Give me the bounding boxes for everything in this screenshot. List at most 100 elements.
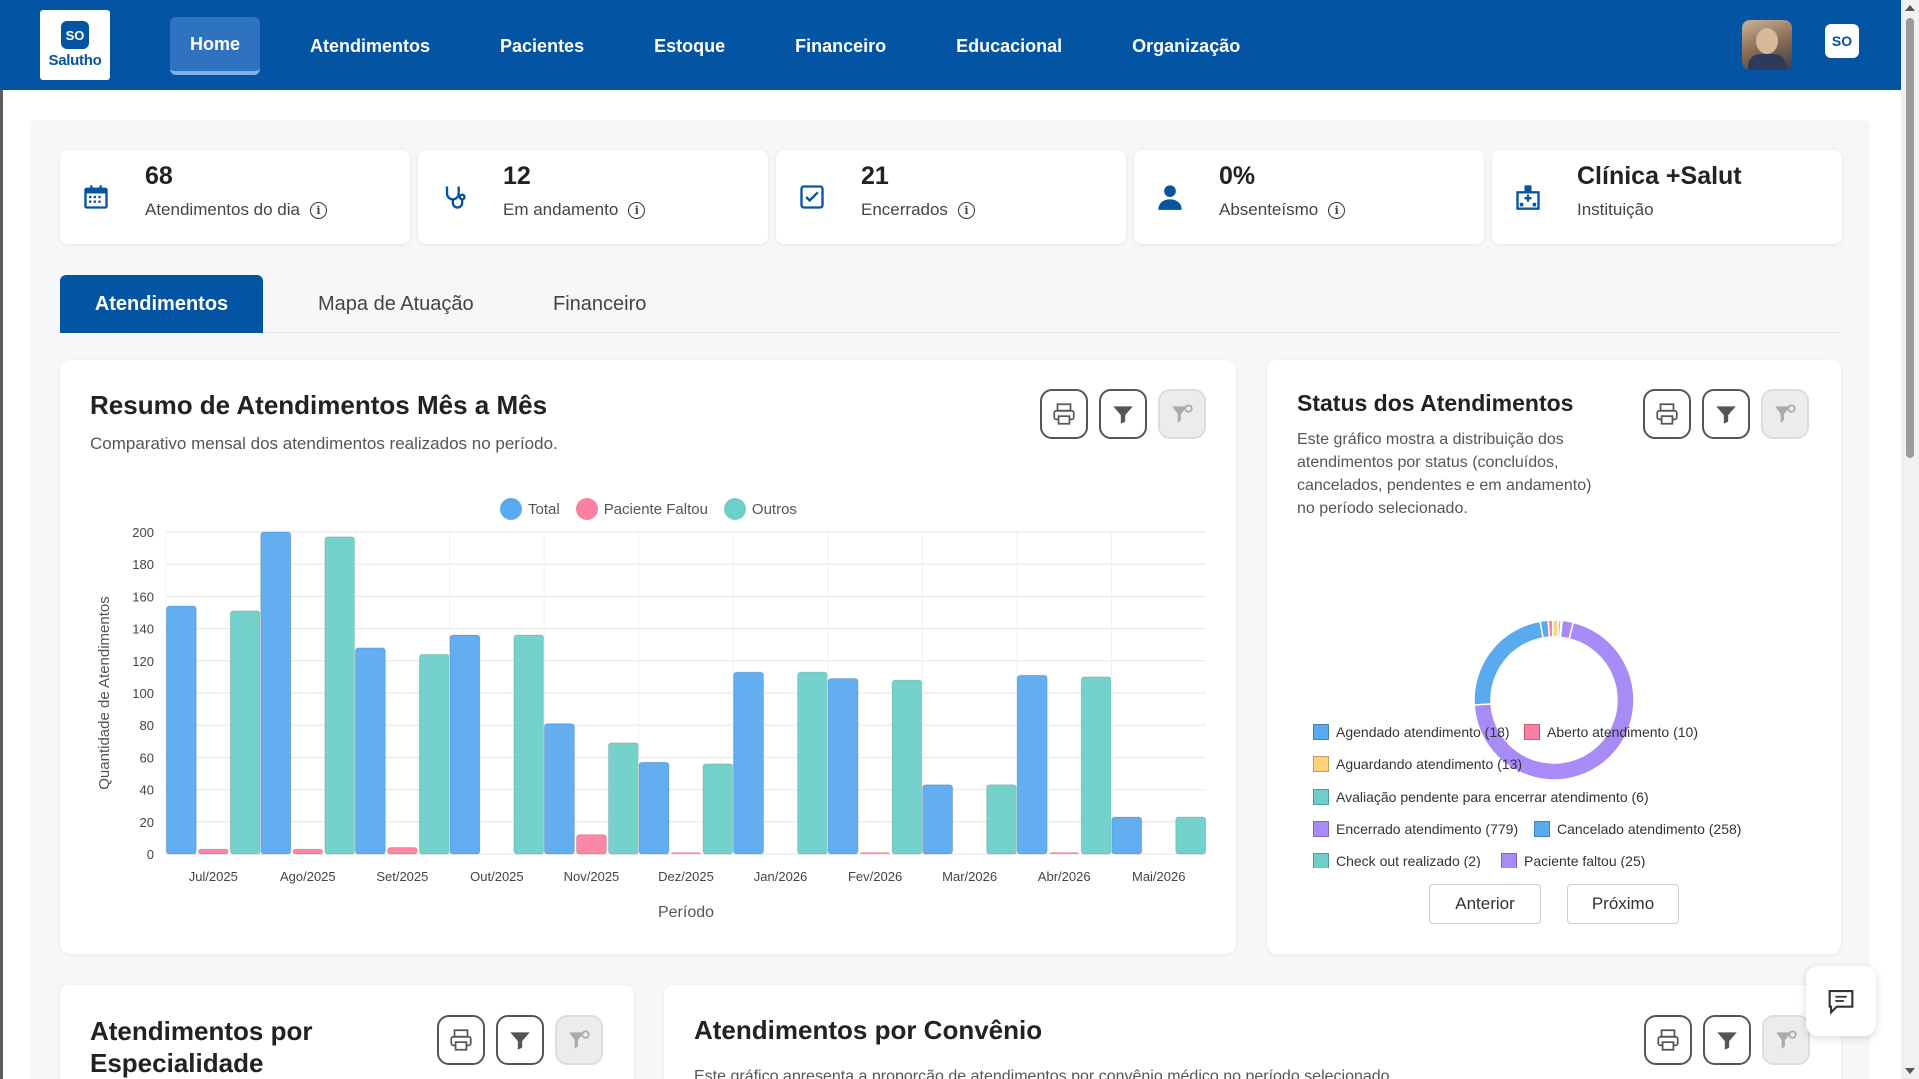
bar-outros[interactable] <box>419 654 450 854</box>
info-icon[interactable]: i <box>628 201 646 219</box>
status-donut-chart <box>1473 619 1635 781</box>
bar-paciente-faltou[interactable] <box>198 849 229 854</box>
bar-outros[interactable] <box>892 680 923 854</box>
bar-paciente-faltou[interactable] <box>860 852 891 854</box>
card-title-line2: Especialidade <box>90 1048 264 1078</box>
legend-item[interactable]: Cancelado atendimento (258) <box>1534 821 1741 837</box>
filter-button[interactable] <box>496 1015 544 1065</box>
y-tick-label: 40 <box>140 783 154 798</box>
bar-outros[interactable] <box>703 763 733 854</box>
bar-outros[interactable] <box>1081 676 1112 854</box>
nav-item-financeiro[interactable]: Financeiro <box>795 35 887 56</box>
bar-paciente-faltou[interactable] <box>576 834 607 854</box>
legend-item[interactable]: Paciente faltou (25) <box>1501 853 1645 868</box>
nav-item-pacientes[interactable]: Pacientes <box>500 35 585 56</box>
app-switch-icon[interactable]: SO <box>1825 24 1859 58</box>
scroll-up-icon[interactable] <box>1905 5 1915 11</box>
legend-item-outros[interactable]: Outros <box>723 498 797 520</box>
filter-icon <box>1113 406 1133 424</box>
donut-slice-4[interactable] <box>1473 621 1635 781</box>
filter-button[interactable] <box>1099 389 1147 439</box>
stethoscope-icon <box>445 186 466 209</box>
next-button[interactable]: Próximo <box>1567 884 1679 924</box>
nav-item-atendimentos[interactable]: Atendimentos <box>310 35 431 56</box>
scroll-thumb[interactable] <box>1906 18 1914 458</box>
stat-value: Clínica +Salut <box>1577 162 1742 190</box>
legend-swatch <box>1313 756 1329 772</box>
bar-outros[interactable] <box>513 635 544 854</box>
bar-total[interactable] <box>166 606 197 854</box>
bar-total[interactable] <box>355 647 386 854</box>
stat-card-absenteismo: 0% Absenteísmo i <box>1134 150 1484 244</box>
bar-paciente-faltou[interactable] <box>671 852 701 854</box>
bar-outros[interactable] <box>230 610 261 854</box>
print-button[interactable] <box>1040 389 1088 439</box>
legend-item[interactable]: Avaliação pendente para encerrar atendim… <box>1313 789 1649 805</box>
avatar-body <box>1748 54 1786 70</box>
info-icon[interactable]: i <box>957 201 975 219</box>
clear-filter-button[interactable] <box>1158 389 1206 439</box>
clear-filter-button[interactable] <box>1761 389 1809 439</box>
bar-total[interactable] <box>733 672 764 854</box>
card-subtitle: Este gráfico apresenta a proporção de at… <box>694 1068 1395 1079</box>
info-icon[interactable]: i <box>310 201 327 219</box>
clear-filter-button[interactable] <box>1762 1015 1810 1065</box>
bar-total[interactable] <box>639 762 669 854</box>
legend-swatch <box>1313 724 1329 740</box>
bar-outline <box>1175 816 1207 855</box>
clear-filter-button[interactable] <box>555 1015 603 1065</box>
info-icon[interactable]: i <box>1328 201 1346 219</box>
filter-icon <box>510 1032 530 1050</box>
legend-item-total[interactable]: Total <box>500 498 560 520</box>
bar-outros[interactable] <box>324 536 355 854</box>
bar-total[interactable] <box>922 784 953 854</box>
previous-button[interactable]: Anterior <box>1429 884 1541 924</box>
print-button[interactable] <box>1644 1015 1692 1065</box>
x-tick-label: Dez/2025 <box>658 869 714 884</box>
filter-button[interactable] <box>1702 389 1750 439</box>
user-avatar[interactable] <box>1742 20 1792 70</box>
bar-outros[interactable] <box>608 742 639 854</box>
bar-total[interactable] <box>1017 675 1048 854</box>
print-button[interactable] <box>437 1015 485 1065</box>
bar-outros[interactable] <box>797 672 828 854</box>
bar-total[interactable] <box>260 532 291 854</box>
tab-mapa-de-atuacao[interactable]: Mapa de Atuação <box>318 292 474 315</box>
card-title: Atendimentos por Convênio <box>694 1015 1043 1045</box>
tab-financeiro[interactable]: Financeiro <box>553 292 647 315</box>
tab-atendimentos[interactable]: Atendimentos <box>60 275 263 333</box>
legend-item[interactable]: Agendado atendimento (18) <box>1313 724 1510 740</box>
nav-item-estoque[interactable]: Estoque <box>654 35 726 56</box>
legend-swatch <box>500 498 522 520</box>
nav-item-organizacao[interactable]: Organização <box>1132 35 1241 56</box>
bar-total[interactable] <box>544 723 575 854</box>
bar-outros[interactable] <box>1175 816 1206 854</box>
legend-item-paciente-faltou[interactable]: Paciente Faltou <box>575 498 708 520</box>
main-nav: Home Atendimentos Pacientes Estoque Fina… <box>170 17 1290 75</box>
x-tick-label: Mar/2026 <box>942 869 997 884</box>
scroll-down-icon[interactable] <box>1905 1068 1915 1074</box>
bar-total[interactable] <box>828 678 859 854</box>
nav-item-educacional[interactable]: Educacional <box>956 35 1063 56</box>
chat-button[interactable] <box>1806 966 1876 1036</box>
legend-item[interactable]: Encerrado atendimento (779) <box>1313 821 1518 837</box>
user-icon <box>1158 185 1182 210</box>
legend-item[interactable]: Check out realizado (2) <box>1313 853 1481 868</box>
donut-slice-5[interactable] <box>1473 620 1544 706</box>
bar-outros[interactable] <box>986 784 1017 854</box>
logo-mark-icon: SO <box>61 21 89 49</box>
bar-paciente-faltou[interactable] <box>292 849 323 854</box>
bar-paciente-faltou[interactable] <box>387 847 418 854</box>
page-scrollbar[interactable] <box>1901 0 1919 1079</box>
print-button[interactable] <box>1643 389 1691 439</box>
nav-item-home[interactable]: Home <box>170 17 261 75</box>
brand-logo[interactable]: SO Salutho <box>40 10 110 80</box>
legend-label: Check out realizado (2) <box>1336 853 1481 868</box>
legend-item[interactable]: Aberto atendimento (10) <box>1524 724 1698 740</box>
bar-paciente-faltou[interactable] <box>1049 852 1080 854</box>
legend-item[interactable]: Aguardando atendimento (13) <box>1313 756 1522 772</box>
bar-total[interactable] <box>449 635 480 854</box>
filter-button[interactable] <box>1703 1015 1751 1065</box>
card-title: Resumo de Atendimentos Mês a Mês <box>90 390 548 420</box>
bar-total[interactable] <box>1111 816 1142 854</box>
